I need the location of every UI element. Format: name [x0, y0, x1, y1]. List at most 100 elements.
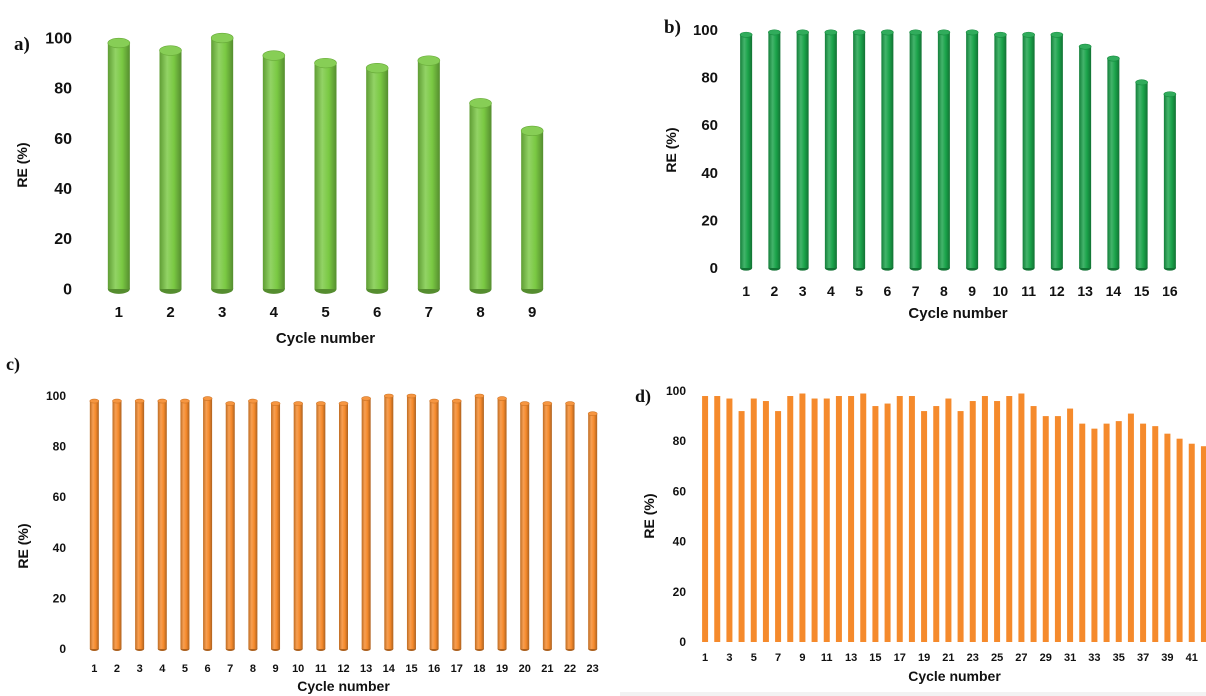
y-tick-label: 60	[701, 117, 718, 134]
bar-top	[1107, 55, 1120, 62]
bar-top	[497, 396, 507, 401]
x-tick-label: 8	[250, 663, 256, 675]
bar-body	[881, 32, 894, 268]
bar-top	[1050, 31, 1064, 38]
x-tick-label: 19	[496, 663, 508, 675]
bar	[1050, 31, 1064, 271]
y-tick-label: 80	[54, 81, 72, 98]
bar-body	[714, 396, 721, 642]
bar-top	[112, 398, 122, 404]
x-tick-label: 15	[405, 663, 417, 675]
bar-body	[262, 55, 285, 289]
x-tick-label: 21	[541, 663, 553, 675]
x-tick-label: 5	[182, 663, 188, 675]
y-tick-label: 60	[53, 490, 67, 504]
bar-top	[520, 125, 544, 137]
bar-top	[474, 393, 485, 399]
bar-top	[338, 401, 349, 406]
bar-body	[726, 398, 733, 642]
y-axis-title: RE (%)	[14, 142, 30, 187]
y-tick-label: 40	[53, 541, 67, 555]
x-tick-label: 1	[742, 283, 750, 299]
bar	[1140, 423, 1147, 642]
bar	[1103, 423, 1110, 642]
y-tick-label: 0	[679, 635, 686, 649]
bar	[1022, 31, 1035, 271]
bar-top	[202, 396, 213, 401]
x-tick-label: 11	[1021, 283, 1036, 299]
x-tick-label: 16	[428, 663, 440, 675]
bar	[994, 31, 1007, 271]
bar-top	[565, 401, 575, 406]
x-tick-label: 6	[883, 283, 891, 299]
bar-body	[316, 403, 326, 649]
bar-body	[811, 398, 818, 642]
y-tick-label: 20	[673, 585, 687, 599]
bar-body	[293, 403, 303, 649]
bar-body	[406, 396, 416, 649]
bar	[1006, 396, 1013, 642]
bar-body	[1188, 443, 1195, 642]
x-tick-label: 23	[587, 663, 599, 675]
y-tick-label: 20	[53, 591, 67, 605]
bar	[969, 401, 976, 642]
bar-top	[469, 98, 492, 109]
bar-top	[365, 62, 389, 74]
y-tick-label: 20	[701, 212, 718, 229]
bar-body	[835, 396, 842, 642]
x-tick-label: 9	[799, 652, 805, 664]
x-tick-label: 12	[337, 663, 349, 675]
bar-body	[799, 393, 806, 642]
bar	[848, 396, 855, 642]
bar	[262, 50, 286, 294]
x-tick-label: 7	[775, 652, 781, 664]
bar-top	[1022, 31, 1035, 38]
bar-body	[225, 403, 235, 649]
bar	[1176, 438, 1183, 642]
bar-body	[981, 396, 988, 642]
bar-body	[1042, 416, 1049, 642]
x-tick-label: 31	[1064, 652, 1076, 664]
bar	[796, 29, 809, 271]
bar	[180, 398, 190, 651]
bar	[202, 396, 213, 651]
bar-body	[1135, 82, 1148, 268]
bar-body	[787, 396, 794, 642]
x-tick-label: 18	[473, 663, 485, 675]
bar	[314, 57, 337, 294]
bar	[1079, 423, 1086, 642]
bar	[1107, 55, 1120, 271]
bar	[965, 29, 979, 271]
bar	[159, 45, 182, 294]
bar-top	[796, 29, 809, 36]
bar	[738, 411, 745, 642]
x-tick-label: 29	[1040, 652, 1052, 664]
bar-body	[361, 398, 371, 649]
bar-body	[957, 411, 964, 642]
y-tick-label: 0	[59, 642, 66, 656]
x-tick-label: 5	[855, 283, 863, 299]
x-tick-label: 7	[425, 304, 433, 321]
x-tick-label: 10	[993, 283, 1009, 299]
bar	[365, 62, 389, 294]
x-tick-label: 2	[770, 283, 778, 299]
bar-top	[293, 401, 303, 406]
bar-body	[823, 398, 830, 642]
bar	[1091, 428, 1098, 642]
bar	[787, 396, 794, 642]
bar-body	[1079, 423, 1086, 642]
bar	[945, 398, 952, 642]
y-tick-label: 80	[673, 434, 687, 448]
bar-body	[848, 396, 855, 642]
bar-body	[89, 401, 99, 649]
y-tick-label: 20	[54, 231, 72, 248]
y-tick-label: 80	[53, 440, 67, 454]
bar-top	[248, 398, 258, 404]
bar-body	[1127, 413, 1134, 642]
x-tick-label: 37	[1137, 652, 1149, 664]
bar-body	[521, 130, 544, 289]
bar	[908, 396, 915, 642]
x-axis-title: Cycle number	[297, 678, 390, 694]
bar	[881, 29, 894, 271]
x-tick-label: 3	[218, 304, 226, 321]
